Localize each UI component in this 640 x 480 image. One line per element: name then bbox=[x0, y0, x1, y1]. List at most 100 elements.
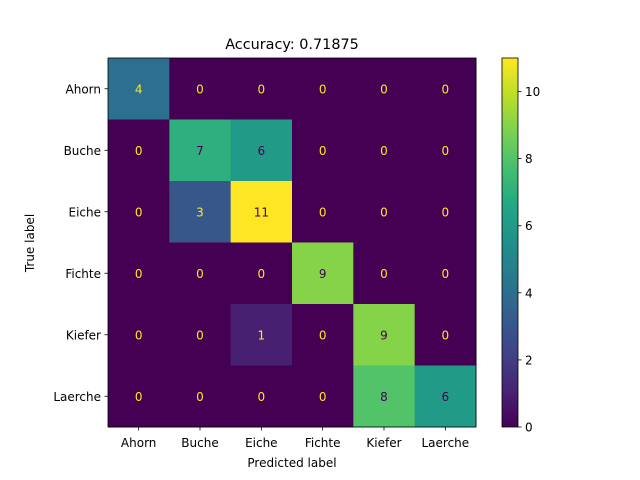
heatmap-cell bbox=[353, 119, 416, 182]
cell-value-label: 6 bbox=[258, 144, 266, 158]
x-tick-label: Fichte bbox=[305, 436, 341, 450]
colorbar-tick-label: 4 bbox=[525, 286, 533, 300]
heatmap-cell bbox=[108, 304, 170, 366]
cell-value-label: 0 bbox=[258, 267, 266, 281]
heatmap-cell bbox=[414, 119, 477, 182]
heatmap-cell bbox=[292, 365, 354, 428]
y-tick-label: Kiefer bbox=[66, 328, 101, 342]
y-tick-label: Fichte bbox=[65, 267, 101, 281]
colorbar-tick-label: 8 bbox=[525, 152, 533, 166]
heatmap-cell bbox=[108, 58, 170, 120]
heatmap-cell bbox=[169, 365, 232, 428]
cell-value-label: 0 bbox=[258, 390, 266, 404]
cell-value-label: 0 bbox=[135, 390, 143, 404]
cell-value-label: 0 bbox=[380, 82, 388, 96]
heatmap-cell bbox=[353, 365, 416, 428]
heatmap-cell bbox=[414, 58, 477, 120]
heatmap-cell bbox=[292, 304, 354, 366]
heatmap-cell bbox=[414, 181, 477, 243]
heatmap-cell bbox=[230, 181, 293, 243]
heatmap-cell bbox=[353, 181, 416, 243]
heatmap-cell bbox=[230, 304, 293, 366]
cell-value-label: 0 bbox=[196, 82, 204, 96]
heatmap-cell bbox=[414, 304, 477, 366]
cell-value-label: 9 bbox=[380, 328, 388, 342]
heatmap-cell bbox=[353, 58, 416, 120]
heatmap-cell bbox=[169, 58, 232, 120]
cell-value-label: 0 bbox=[442, 267, 450, 281]
y-axis-label: True label bbox=[23, 214, 37, 273]
y-tick-label: Laerche bbox=[53, 390, 101, 404]
colorbar-gradient bbox=[501, 57, 519, 428]
cell-value-label: 0 bbox=[135, 205, 143, 219]
colorbar-tick-label: 0 bbox=[525, 421, 533, 435]
heatmap-cell bbox=[292, 242, 354, 305]
cell-value-label: 0 bbox=[380, 205, 388, 219]
cell-value-label: 0 bbox=[319, 390, 327, 404]
y-tick-label: Buche bbox=[64, 144, 101, 158]
heatmap-cell bbox=[169, 304, 232, 366]
cell-value-label: 0 bbox=[442, 205, 450, 219]
cell-value-label: 1 bbox=[258, 328, 266, 342]
x-tick-label: Laerche bbox=[421, 436, 469, 450]
cell-value-labels: 4 0 0 0 0 0 0 7 6 0 0 0 0 3 11 0 0 0 0 0 0 9 0 0 0 0 1 0 9 0 0 0 0 0 8 6 bbox=[135, 82, 449, 404]
heatmap-cell bbox=[353, 242, 416, 305]
cell-value-label: 0 bbox=[442, 82, 450, 96]
x-tick-label: Ahorn bbox=[121, 436, 156, 450]
cell-value-label: 0 bbox=[319, 82, 327, 96]
heatmap-cell bbox=[292, 119, 354, 182]
y-tick-label: Ahorn bbox=[66, 82, 101, 96]
cell-value-label: 0 bbox=[135, 267, 143, 281]
colorbar-tick-label: 2 bbox=[525, 353, 533, 367]
cell-value-label: 0 bbox=[135, 144, 143, 158]
heatmap-cell bbox=[292, 58, 354, 120]
heatmap-cells bbox=[108, 58, 477, 428]
chart-title: Accuracy: 0.71875 bbox=[225, 37, 359, 53]
cell-value-label: 0 bbox=[380, 267, 388, 281]
cell-value-label: 0 bbox=[380, 144, 388, 158]
cell-value-label: 9 bbox=[319, 267, 327, 281]
colorbar-tick-label: 6 bbox=[525, 219, 533, 233]
cell-value-label: 0 bbox=[319, 205, 327, 219]
cell-value-label: 3 bbox=[196, 205, 204, 219]
x-axis-label: Predicted label bbox=[247, 456, 336, 470]
heatmap-cell bbox=[108, 181, 170, 243]
heatmap-cell bbox=[230, 365, 293, 428]
heatmap-cell bbox=[108, 119, 170, 182]
cell-value-label: 8 bbox=[380, 390, 388, 404]
heatmap-cell bbox=[230, 58, 293, 120]
heatmap-cell bbox=[353, 304, 416, 366]
x-tick-label: Buche bbox=[181, 436, 218, 450]
heatmap-cell bbox=[414, 365, 477, 428]
y-axis-ticks: Ahorn Buche Eiche Fichte Kiefer Laerche bbox=[53, 82, 108, 404]
colorbar: 0 2 4 6 8 10 bbox=[501, 57, 540, 435]
heatmap-cell bbox=[169, 242, 232, 305]
cell-value-label: 4 bbox=[135, 82, 143, 96]
plot-frame bbox=[107, 57, 477, 428]
heatmap-cell bbox=[108, 242, 170, 305]
heatmap-cell bbox=[108, 365, 170, 428]
cell-value-label: 0 bbox=[442, 144, 450, 158]
cell-value-label: 0 bbox=[196, 267, 204, 281]
colorbar-tick-label: 10 bbox=[525, 85, 540, 99]
cell-value-label: 0 bbox=[442, 328, 450, 342]
cell-value-label: 0 bbox=[258, 82, 266, 96]
x-axis-ticks: Ahorn Buche Eiche Fichte Kiefer Laerche bbox=[121, 427, 469, 450]
x-tick-label: Kiefer bbox=[366, 436, 401, 450]
cell-value-label: 6 bbox=[442, 390, 450, 404]
y-tick-label: Eiche bbox=[68, 205, 101, 219]
heatmap-cell bbox=[230, 242, 293, 305]
heatmap-cell bbox=[169, 181, 232, 243]
heatmap-cell bbox=[230, 119, 293, 182]
cell-value-label: 11 bbox=[254, 205, 269, 219]
heatmap-cell bbox=[169, 119, 232, 182]
cell-value-label: 0 bbox=[319, 144, 327, 158]
colorbar-ticks: 0 2 4 6 8 10 bbox=[518, 85, 540, 435]
cell-value-label: 7 bbox=[196, 144, 204, 158]
heatmap-cell bbox=[414, 242, 477, 305]
cell-value-label: 0 bbox=[196, 328, 204, 342]
cell-value-label: 0 bbox=[135, 328, 143, 342]
cell-value-label: 0 bbox=[196, 390, 204, 404]
cell-value-label: 0 bbox=[319, 328, 327, 342]
